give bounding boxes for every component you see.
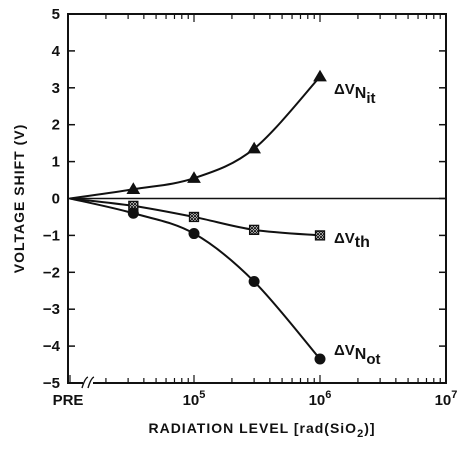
label-dv-th: ΔVth	[334, 230, 370, 251]
triangle-marker	[313, 69, 327, 82]
y-tick-label: −5	[43, 375, 60, 392]
hatched-square-marker	[188, 211, 200, 223]
x-axis-title: RADIATION LEVEL [rad(SiO2)]	[148, 420, 375, 440]
label-dv-not: ΔVNot	[334, 342, 381, 368]
y-tick-label: −4	[43, 338, 61, 355]
circle-marker	[314, 353, 326, 365]
y-tick-label: 3	[52, 80, 60, 97]
label-dv-nit: ΔVNit	[334, 81, 376, 107]
y-tick-label: −3	[43, 301, 60, 318]
hatched-square-marker	[248, 224, 260, 236]
circle-marker	[188, 228, 200, 240]
y-tick-label: 5	[52, 6, 60, 23]
axis-break-mark	[81, 376, 89, 389]
axis-break-mark	[87, 376, 95, 389]
triangle-marker	[126, 182, 141, 194]
circle-marker	[248, 276, 260, 288]
y-axis-title: VOLTAGE SHIFT (V)	[11, 124, 27, 273]
y-tick-label: −2	[43, 264, 60, 281]
x-tick-label: PRE	[53, 392, 84, 409]
axis-break-gap	[83, 377, 93, 389]
x-axis-break	[81, 376, 95, 389]
triangle-marker	[187, 171, 201, 183]
y-tick-label: 1	[52, 154, 60, 171]
circle-marker	[127, 207, 139, 219]
x-tick-label: 106	[309, 389, 332, 409]
y-tick-label: 4	[52, 43, 61, 60]
y-tick-label: −1	[43, 227, 60, 244]
x-tick-label: 105	[183, 389, 206, 409]
x-tick-label: 107	[435, 389, 458, 409]
triangle-marker	[247, 141, 261, 154]
series-line-circle	[69, 197, 321, 360]
hatched-square-marker	[314, 230, 326, 241]
y-tick-label: 2	[52, 117, 60, 134]
y-tick-label: 0	[52, 191, 60, 208]
